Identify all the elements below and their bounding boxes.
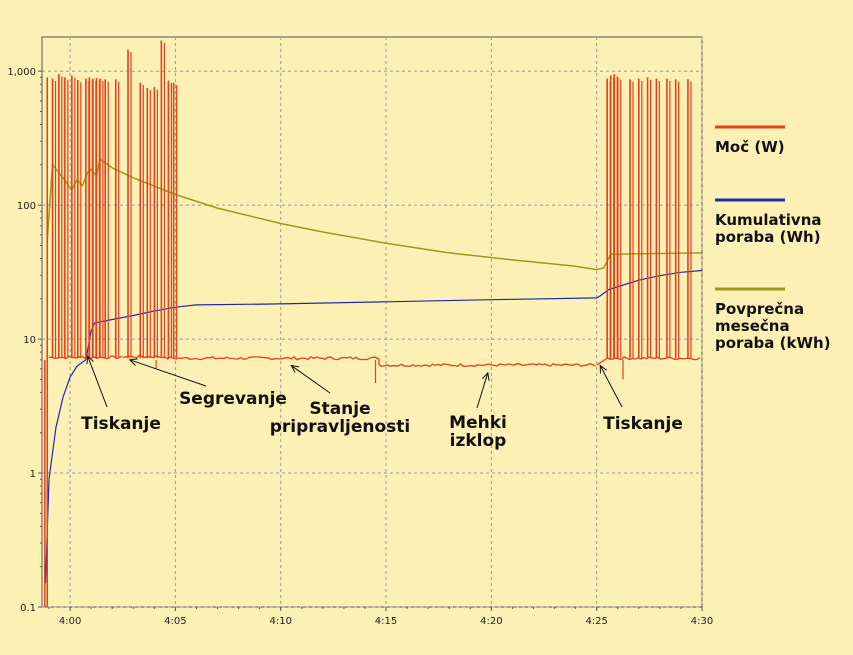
- legend-line: Moč (W): [715, 138, 785, 156]
- annotation-label: Segrevanje: [179, 389, 287, 409]
- x-tick-label: 4:10: [269, 616, 291, 627]
- annotation-arrowhead: [290, 364, 300, 373]
- annotation-line: pripravljenosti: [270, 417, 411, 437]
- power-baseline: [378, 362, 596, 368]
- annotation-arrow: [599, 365, 623, 408]
- power-step: [596, 357, 608, 366]
- y-tick-label: 1,000: [7, 67, 36, 78]
- x-tick-label: 4:15: [375, 616, 397, 627]
- x-tick-label: 4:20: [480, 616, 502, 627]
- annotation-line: Tiskanje: [81, 414, 161, 434]
- series-layer: [44, 40, 703, 607]
- annotation-arrow: [476, 372, 489, 409]
- annotation-arrowhead: [86, 355, 94, 365]
- x-tick-label: 4:00: [59, 616, 81, 627]
- annotation-label: Mehki izklop: [449, 413, 507, 451]
- legend-line: poraba (kWh): [715, 334, 831, 352]
- x-tick-label: 4:05: [164, 616, 186, 627]
- x-axis: 4:00 4:05 4:10 4:15 4:20 4:25 4:30: [48, 607, 713, 627]
- annotation-arrowhead: [482, 371, 490, 381]
- annotation-label: Tiskanje: [81, 414, 161, 434]
- annotation-arrow: [290, 365, 331, 394]
- annotation-line: Mehki: [449, 413, 507, 433]
- y-tick-label: 100: [17, 201, 36, 212]
- power-baseline: [164, 356, 379, 361]
- series-power: [44, 40, 701, 607]
- legend-label: Moč (W): [715, 138, 785, 156]
- annotation-arrowhead: [128, 358, 138, 366]
- y-tick-label: 10: [23, 335, 36, 346]
- grid: [42, 37, 703, 608]
- legend-label: Kumulativna poraba (Wh): [715, 211, 822, 246]
- legend-label: Povprečna mesečna poraba (kWh): [715, 300, 831, 352]
- x-tick-label: 4:25: [585, 616, 607, 627]
- plot-area: [41, 36, 703, 608]
- annotation-line: Stanje: [309, 399, 370, 419]
- y-tick-label: 0.1: [20, 603, 36, 614]
- power-baseline: [606, 356, 701, 361]
- annotation-label: Stanje pripravljenosti: [270, 399, 411, 437]
- legend-line: Kumulativna: [715, 211, 822, 229]
- annotation-line: Segrevanje: [179, 389, 287, 409]
- y-tick-label: 1: [30, 469, 36, 480]
- annotation-line: Tiskanje: [603, 414, 683, 434]
- power-baseline: [48, 355, 123, 360]
- annotation-line: izklop: [450, 431, 507, 451]
- annotation-arrow: [129, 359, 207, 387]
- y-axis: 0.1 1 10 100 1,000: [7, 67, 42, 614]
- annotation-arrowhead: [599, 364, 607, 374]
- legend-line: Povprečna: [715, 300, 804, 318]
- annotation-label: Tiskanje: [603, 414, 683, 434]
- annotation-arrow: [87, 355, 108, 408]
- x-tick-label: 4:30: [691, 616, 713, 627]
- legend-line: poraba (Wh): [715, 228, 821, 246]
- legend-line: mesečna: [715, 317, 790, 335]
- legend: Moč (W) Kumulativna poraba (Wh) Povprečna me…: [715, 125, 831, 352]
